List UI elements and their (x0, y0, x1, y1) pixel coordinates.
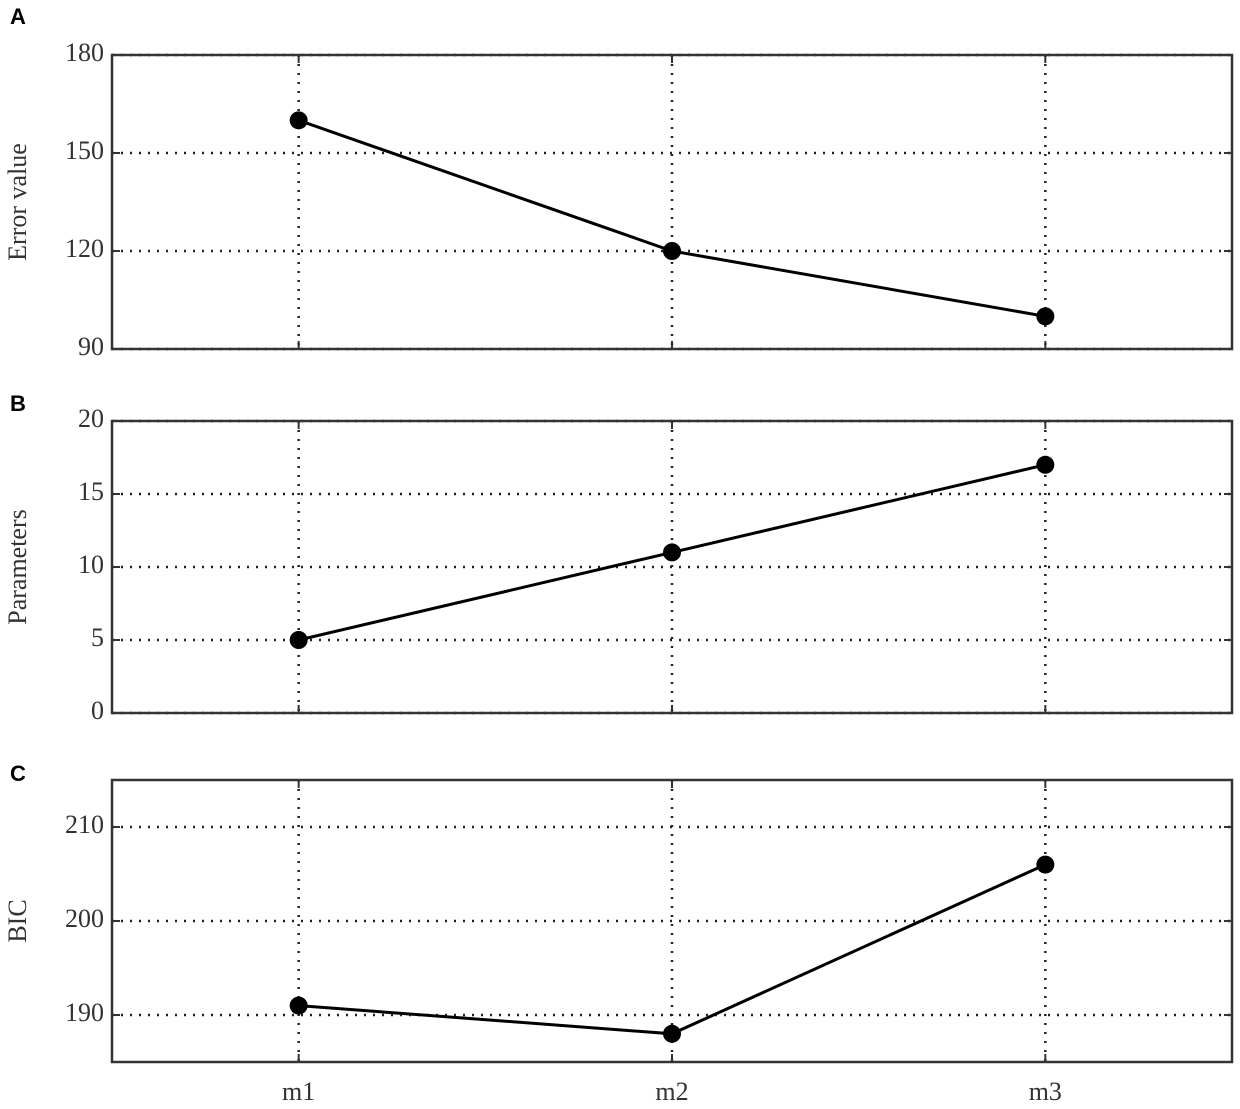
point (289, 996, 308, 1015)
point (1036, 455, 1055, 474)
y-tick-label: 15 (78, 477, 104, 506)
point (663, 242, 681, 260)
point (663, 543, 681, 562)
y-tick-label: 10 (78, 550, 104, 579)
point (663, 1024, 681, 1043)
y-axis-label: BIC (3, 899, 32, 942)
plot-frame (110, 778, 1234, 1064)
plot-frame (110, 53, 1234, 351)
x-tick-label: m3 (1029, 1077, 1062, 1106)
y-tick-label: 200 (65, 904, 104, 933)
panel-label: A (10, 4, 26, 29)
y-tick-label: 20 (78, 404, 104, 433)
y-tick-label: 5 (91, 623, 104, 652)
y-axis-label: Error value (3, 143, 32, 261)
point (289, 111, 308, 130)
x-tick-label: m2 (655, 1077, 688, 1106)
y-tick-label: 180 (65, 38, 104, 67)
y-tick-label: 120 (65, 234, 104, 263)
plot-frame (110, 419, 1234, 715)
point (1036, 307, 1055, 326)
y-tick-label: 150 (65, 136, 104, 165)
panel-label: C (10, 761, 26, 786)
point (289, 631, 308, 649)
y-tick-label: 90 (78, 332, 104, 361)
point (1036, 855, 1055, 874)
y-tick-label: 0 (91, 696, 104, 725)
panel-label: B (10, 391, 26, 416)
y-axis-label: Parameters (3, 509, 32, 625)
y-tick-label: 210 (65, 810, 104, 839)
x-tick-label: m1 (282, 1077, 315, 1106)
y-tick-label: 190 (65, 998, 104, 1027)
